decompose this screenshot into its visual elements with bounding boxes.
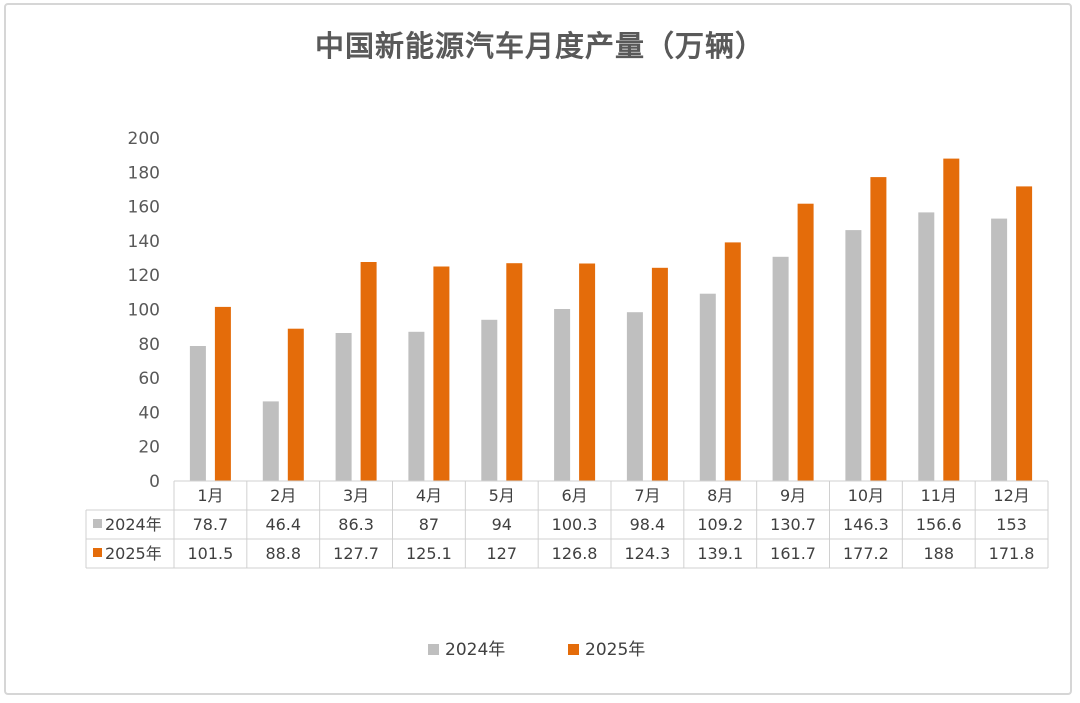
table-cell-value: 46.4 [265, 515, 301, 534]
bar-series1 [991, 218, 1008, 481]
x-tick-label: 9月 [780, 486, 806, 505]
bar-series2 [433, 266, 450, 481]
y-tick-label: 100 [128, 301, 160, 321]
table-cell-value: 188 [923, 544, 954, 563]
x-tick-label: 10月 [848, 486, 884, 505]
table-cell-value: 177.2 [843, 544, 889, 563]
table-cell-value: 127.7 [333, 544, 379, 563]
table-cell-value: 156.6 [916, 515, 962, 534]
table-cell-value: 98.4 [630, 515, 666, 534]
table-cell-value: 100.3 [552, 515, 598, 534]
data-table: 1月 2月 3月 4月 5月 6月 7月 8月 9月 10月 11月 12月 2024年 78.7 46.4… [85, 481, 1049, 569]
bar-series1 [699, 293, 716, 481]
x-tick-label: 3月 [343, 486, 369, 505]
table-legend-key [93, 519, 102, 528]
table-cell-value: 88.8 [265, 544, 301, 563]
table-series-label: 2025年 [105, 544, 162, 563]
table-cell-value: 153 [996, 515, 1027, 534]
chart-title: 中国新能源汽车月度产量（万辆） [314, 29, 765, 63]
table-cell-value: 146.3 [843, 515, 889, 534]
table-cell-value: 126.8 [552, 544, 598, 563]
x-tick-label: 7月 [634, 486, 660, 505]
y-tick-label: 120 [128, 266, 160, 286]
y-tick-label: 40 [138, 403, 160, 423]
bar-series1 [262, 401, 279, 481]
table-legend-key [93, 548, 102, 557]
x-tick-label: 5月 [489, 486, 515, 505]
table-cell-value: 78.7 [193, 515, 229, 534]
bar-series1 [918, 212, 935, 481]
bar-series2 [870, 177, 887, 481]
bar-series2 [797, 203, 814, 481]
y-tick-label: 140 [128, 232, 160, 252]
table-cell-value: 125.1 [406, 544, 452, 563]
legend-label: 2024年 [445, 640, 505, 660]
y-tick-label: 180 [128, 163, 160, 183]
legend-swatch [428, 644, 439, 655]
chart-frame: 中国新能源汽车月度产量（万辆） [4, 3, 1072, 695]
x-tick-label: 12月 [993, 486, 1029, 505]
x-tick-label: 4月 [416, 486, 442, 505]
table-cell-value: 101.5 [188, 544, 234, 563]
x-tick-label: 8月 [707, 486, 733, 505]
bar-series1 [772, 256, 789, 481]
table-cell-value: 171.8 [989, 544, 1035, 563]
y-axis-ticks: 0 20 40 60 80 100 120 140 160 180 200 [128, 129, 160, 492]
bar-series2 [506, 263, 523, 481]
y-tick-label: 80 [138, 335, 160, 355]
y-tick-label: 160 [128, 198, 160, 218]
table-cell-value: 161.7 [770, 544, 816, 563]
bar-series2 [360, 262, 377, 481]
legend-label: 2025年 [585, 640, 645, 660]
bar-series1 [189, 346, 206, 481]
table-cell-value: 130.7 [770, 515, 816, 534]
bar-series1 [845, 230, 862, 481]
y-tick-label: 0 [149, 472, 160, 492]
table-cell-value: 109.2 [697, 515, 743, 534]
x-tick-label: 1月 [197, 486, 223, 505]
bar-series2 [579, 263, 596, 481]
bars [174, 158, 1048, 482]
bar-series2 [724, 242, 741, 481]
table-cell-value: 94 [492, 515, 512, 534]
x-tick-label: 2月 [270, 486, 296, 505]
y-tick-label: 60 [138, 369, 160, 389]
y-tick-label: 200 [128, 129, 160, 149]
table-series-label: 2024年 [105, 515, 162, 534]
y-tick-label: 20 [138, 438, 160, 458]
x-tick-label: 11月 [921, 486, 957, 505]
bar-series2 [943, 158, 960, 481]
table-cell-value: 139.1 [697, 544, 743, 563]
table-cell-value: 124.3 [625, 544, 671, 563]
legend: 2024年 2025年 [428, 640, 645, 660]
table-cell-value: 87 [419, 515, 439, 534]
bar-series2 [651, 267, 668, 481]
bar-series1 [481, 319, 498, 481]
table-cell-value: 127 [486, 544, 517, 563]
bar-series2 [214, 306, 231, 481]
legend-swatch [568, 644, 579, 655]
bar-series1 [408, 331, 425, 481]
bar-series2 [287, 328, 304, 481]
table-cell-value: 86.3 [338, 515, 374, 534]
x-tick-label: 6月 [561, 486, 587, 505]
bar-series1 [554, 309, 571, 481]
bar-series1 [335, 333, 352, 481]
bar-series1 [626, 312, 643, 481]
bar-series2 [1016, 186, 1033, 481]
